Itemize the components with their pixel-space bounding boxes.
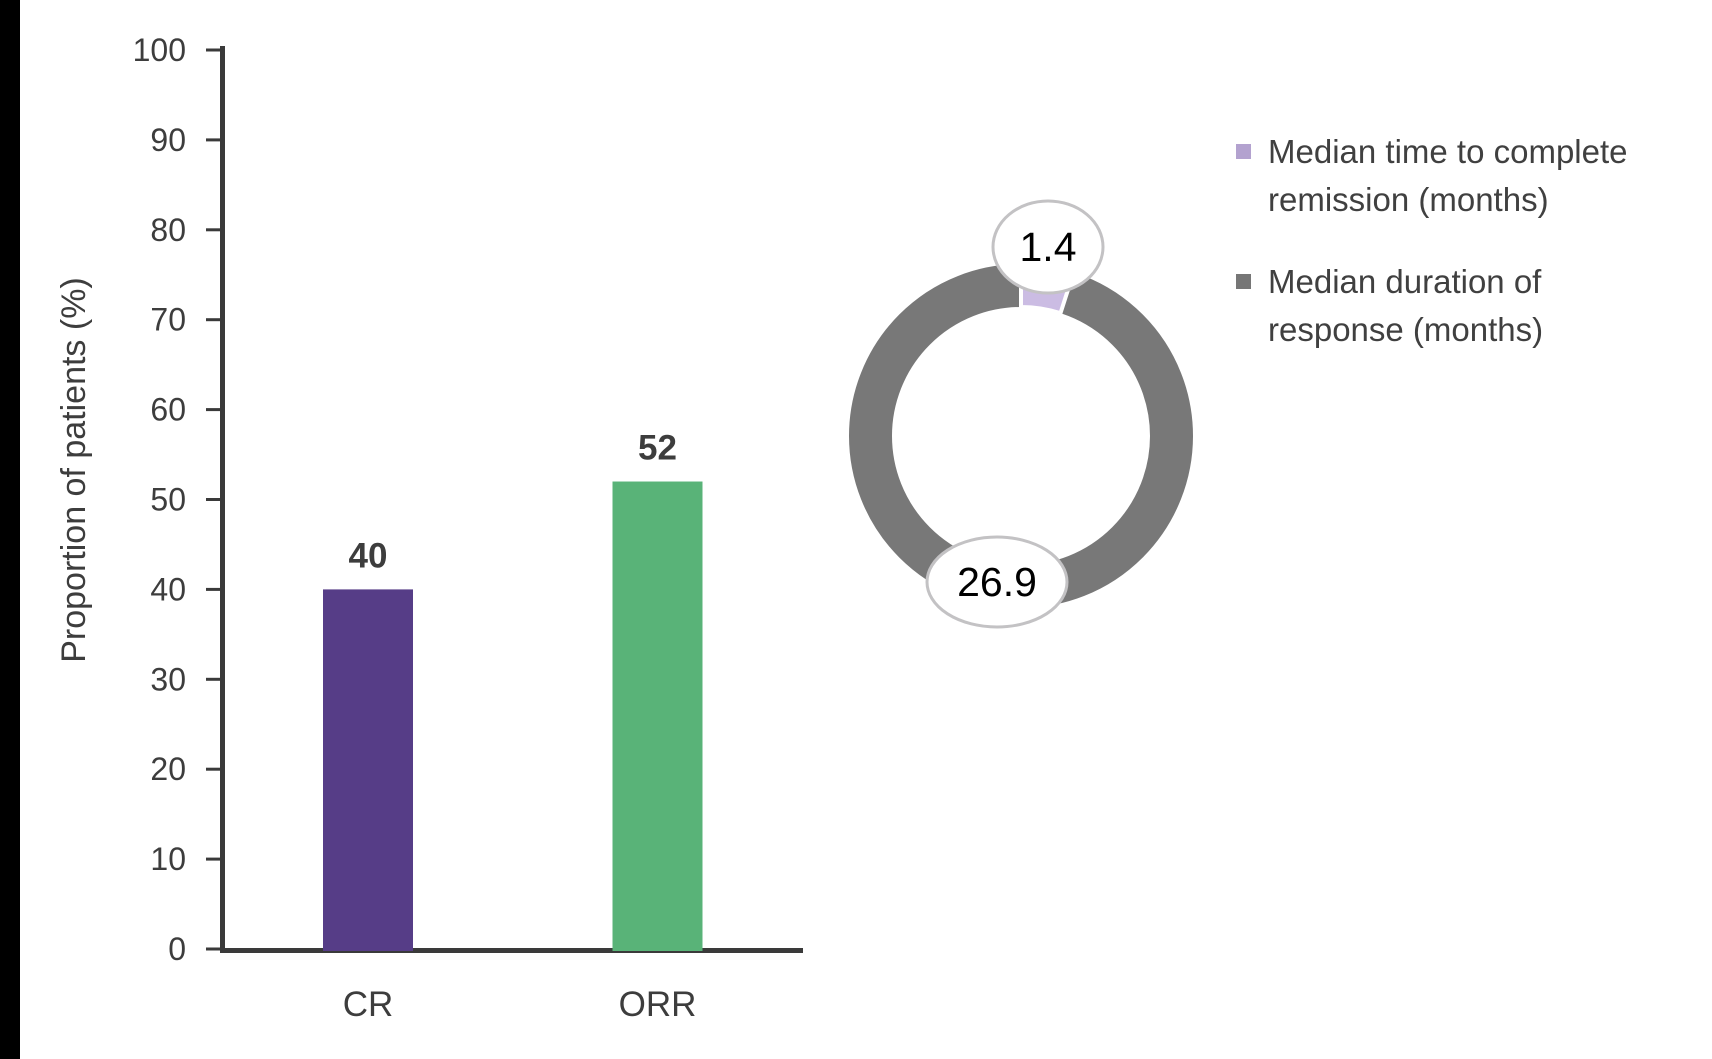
y-tick-label: 100 <box>133 32 186 68</box>
bar-value-label: 40 <box>349 536 388 575</box>
legend-swatch-time-to-remission <box>1236 144 1251 159</box>
y-tick-label: 70 <box>150 302 186 338</box>
y-tick-label: 80 <box>150 212 186 248</box>
legend-label-line: Median time to complete <box>1268 133 1628 170</box>
y-tick-label: 30 <box>150 661 186 697</box>
bar-cr <box>323 589 413 951</box>
bar-value-label: 52 <box>638 429 677 468</box>
bar-orr <box>612 481 703 951</box>
callout-value: 1.4 <box>1020 224 1077 270</box>
callout-bubble <box>925 535 1069 629</box>
y-tick-label: 50 <box>150 482 186 518</box>
callout-value: 26.9 <box>957 559 1037 605</box>
legend-swatch-duration-of-response <box>1236 274 1251 289</box>
legend-label-line: response (months) <box>1268 311 1544 348</box>
generated-chart-elements: 0 10 20 30 40 50 60 70 80 90 100 40 CR 52 ORR 1.4 26.9 <box>133 32 1193 1024</box>
y-tick-label: 20 <box>150 751 186 787</box>
legend-label-line: remission (months) <box>1268 181 1549 218</box>
legend-label-time-to-remission: Median time to complete remission (month… <box>1268 128 1628 224</box>
left-edge-strip <box>0 0 20 1059</box>
legend-item-time-to-remission: Median time to complete remission (month… <box>1236 128 1708 224</box>
y-tick-label: 90 <box>150 122 186 158</box>
legend-label-line: Median duration of <box>1268 263 1542 300</box>
y-tick-label: 0 <box>168 931 186 967</box>
legend-item-duration-of-response: Median duration of response (months) <box>1236 258 1708 354</box>
callout-bubble <box>991 199 1105 295</box>
y-tick-label: 40 <box>150 571 186 607</box>
x-category-label: ORR <box>619 985 697 1024</box>
x-category-label: CR <box>343 985 394 1024</box>
y-axis-title: Proportion of patients (%) <box>55 277 93 663</box>
legend: Median time to complete remission (month… <box>1236 128 1708 388</box>
y-tick-label: 60 <box>150 392 186 428</box>
y-tick-label: 10 <box>150 841 186 877</box>
legend-label-duration-of-response: Median duration of response (months) <box>1268 258 1543 354</box>
